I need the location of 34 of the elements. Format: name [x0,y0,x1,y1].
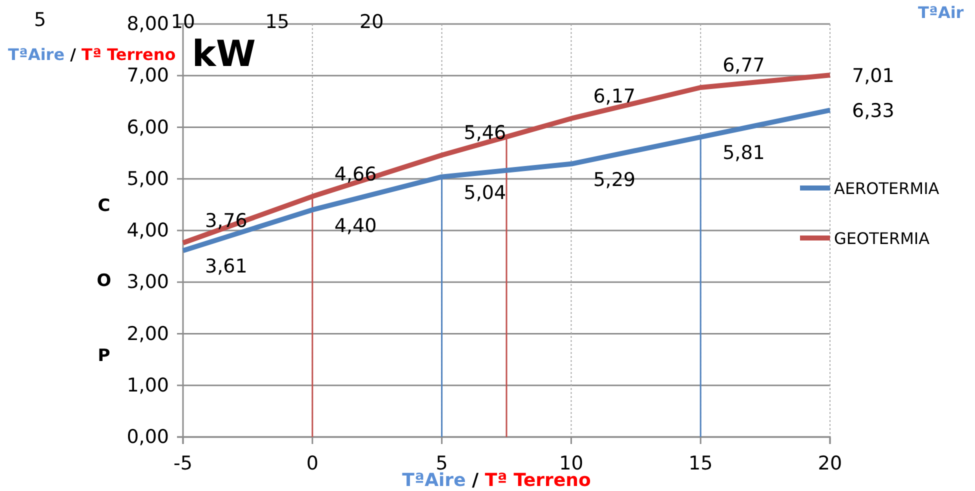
x2-tick-label: 10 [170,11,196,33]
data-label: 5,04 [464,182,506,204]
data-label: 3,61 [205,256,248,278]
x-tick-label: 0 [306,452,318,474]
data-label: 5,29 [593,168,636,191]
x-tick-label: -5 [174,452,192,474]
y-tick-label: 1,00 [126,374,169,396]
data-label: 4,40 [334,214,377,237]
data-label: 6,17 [593,85,636,108]
y-tick-label: 5,00 [126,168,169,190]
y-tick-label: 0,00 [126,426,169,448]
x-tick-label: 15 [688,452,713,474]
y-tick-label: 4,00 [126,220,169,242]
y-tick-label: 6,00 [126,116,169,138]
data-label: 5,46 [464,122,506,144]
y-tick-label: 8,00 [126,13,169,36]
legend-label: GEOTERMIA [834,229,930,248]
text: TªAir [918,3,964,22]
data-label: 5,81 [722,142,765,164]
y-axis-title: COP [94,196,114,421]
data-label: 6,77 [722,54,765,76]
data-label: 4,66 [334,163,377,186]
y-tick-label: 3,00 [126,271,169,294]
y-tick-label: 7,00 [126,64,169,87]
text: 5 [34,9,46,31]
x2-tick-label: 15 [265,11,290,33]
x2-tick-label: 20 [360,11,384,33]
y-tick-label: 2,00 [126,322,169,345]
text: TªAire / Tª Terreno [8,45,176,64]
annotation: kW [192,34,256,75]
data-label: 6,33 [852,100,894,122]
legend-label: AEROTERMIA [834,179,940,198]
x-tick-label: 20 [818,452,842,474]
data-label: 7,01 [852,65,894,88]
